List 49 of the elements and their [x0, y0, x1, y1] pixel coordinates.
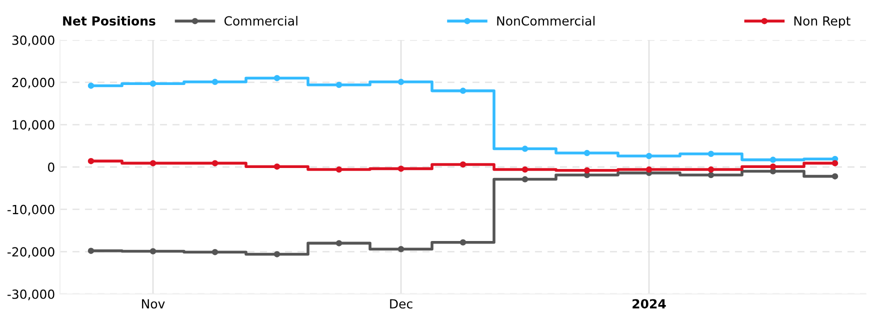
- x-tick-label: 2024: [632, 299, 666, 309]
- point: [646, 166, 652, 173]
- point: [274, 74, 280, 82]
- y-tick-label: 20,000: [12, 78, 54, 89]
- point: [274, 251, 280, 258]
- point: [584, 150, 590, 156]
- point: [212, 78, 218, 86]
- legend-label: Commercial: [224, 16, 298, 26]
- point: [336, 82, 342, 88]
- point: [522, 176, 528, 182]
- y-tick-label: 10,000: [12, 120, 54, 131]
- point: [770, 156, 776, 163]
- point: [212, 160, 218, 166]
- point: [460, 239, 466, 246]
- point: [646, 152, 652, 160]
- point: [708, 150, 714, 157]
- point: [522, 166, 528, 173]
- point: [584, 167, 590, 174]
- point: [398, 166, 404, 172]
- point: [150, 248, 156, 254]
- point: [212, 248, 218, 256]
- x-tick-label: Nov: [142, 299, 165, 309]
- legend-title: Net Positions: [63, 16, 156, 26]
- y-tick-label: 0: [48, 162, 54, 172]
- point: [88, 158, 94, 164]
- point: [460, 161, 466, 168]
- point: [832, 160, 838, 166]
- point: [522, 146, 528, 152]
- point: [88, 248, 94, 254]
- point: [708, 166, 714, 173]
- point: [708, 172, 714, 178]
- y-tick-label: 30,000: [12, 35, 54, 46]
- point: [336, 240, 342, 246]
- point: [150, 160, 156, 166]
- point: [336, 166, 342, 173]
- y-tick-label: -20,000: [8, 247, 54, 258]
- legend-label: Non Rept: [794, 16, 850, 28]
- point: [398, 78, 404, 86]
- point: [150, 80, 156, 87]
- point: [88, 82, 94, 89]
- x-tick-label: Dec: [390, 299, 412, 309]
- point: [398, 246, 404, 252]
- y-tick-label: -10,000: [8, 204, 54, 216]
- point: [460, 88, 466, 94]
- legend-label: NonCommercial: [497, 16, 595, 26]
- point: [770, 163, 776, 170]
- y-tick-label: -30,000: [8, 289, 54, 300]
- point: [274, 163, 280, 170]
- point: [832, 173, 838, 180]
